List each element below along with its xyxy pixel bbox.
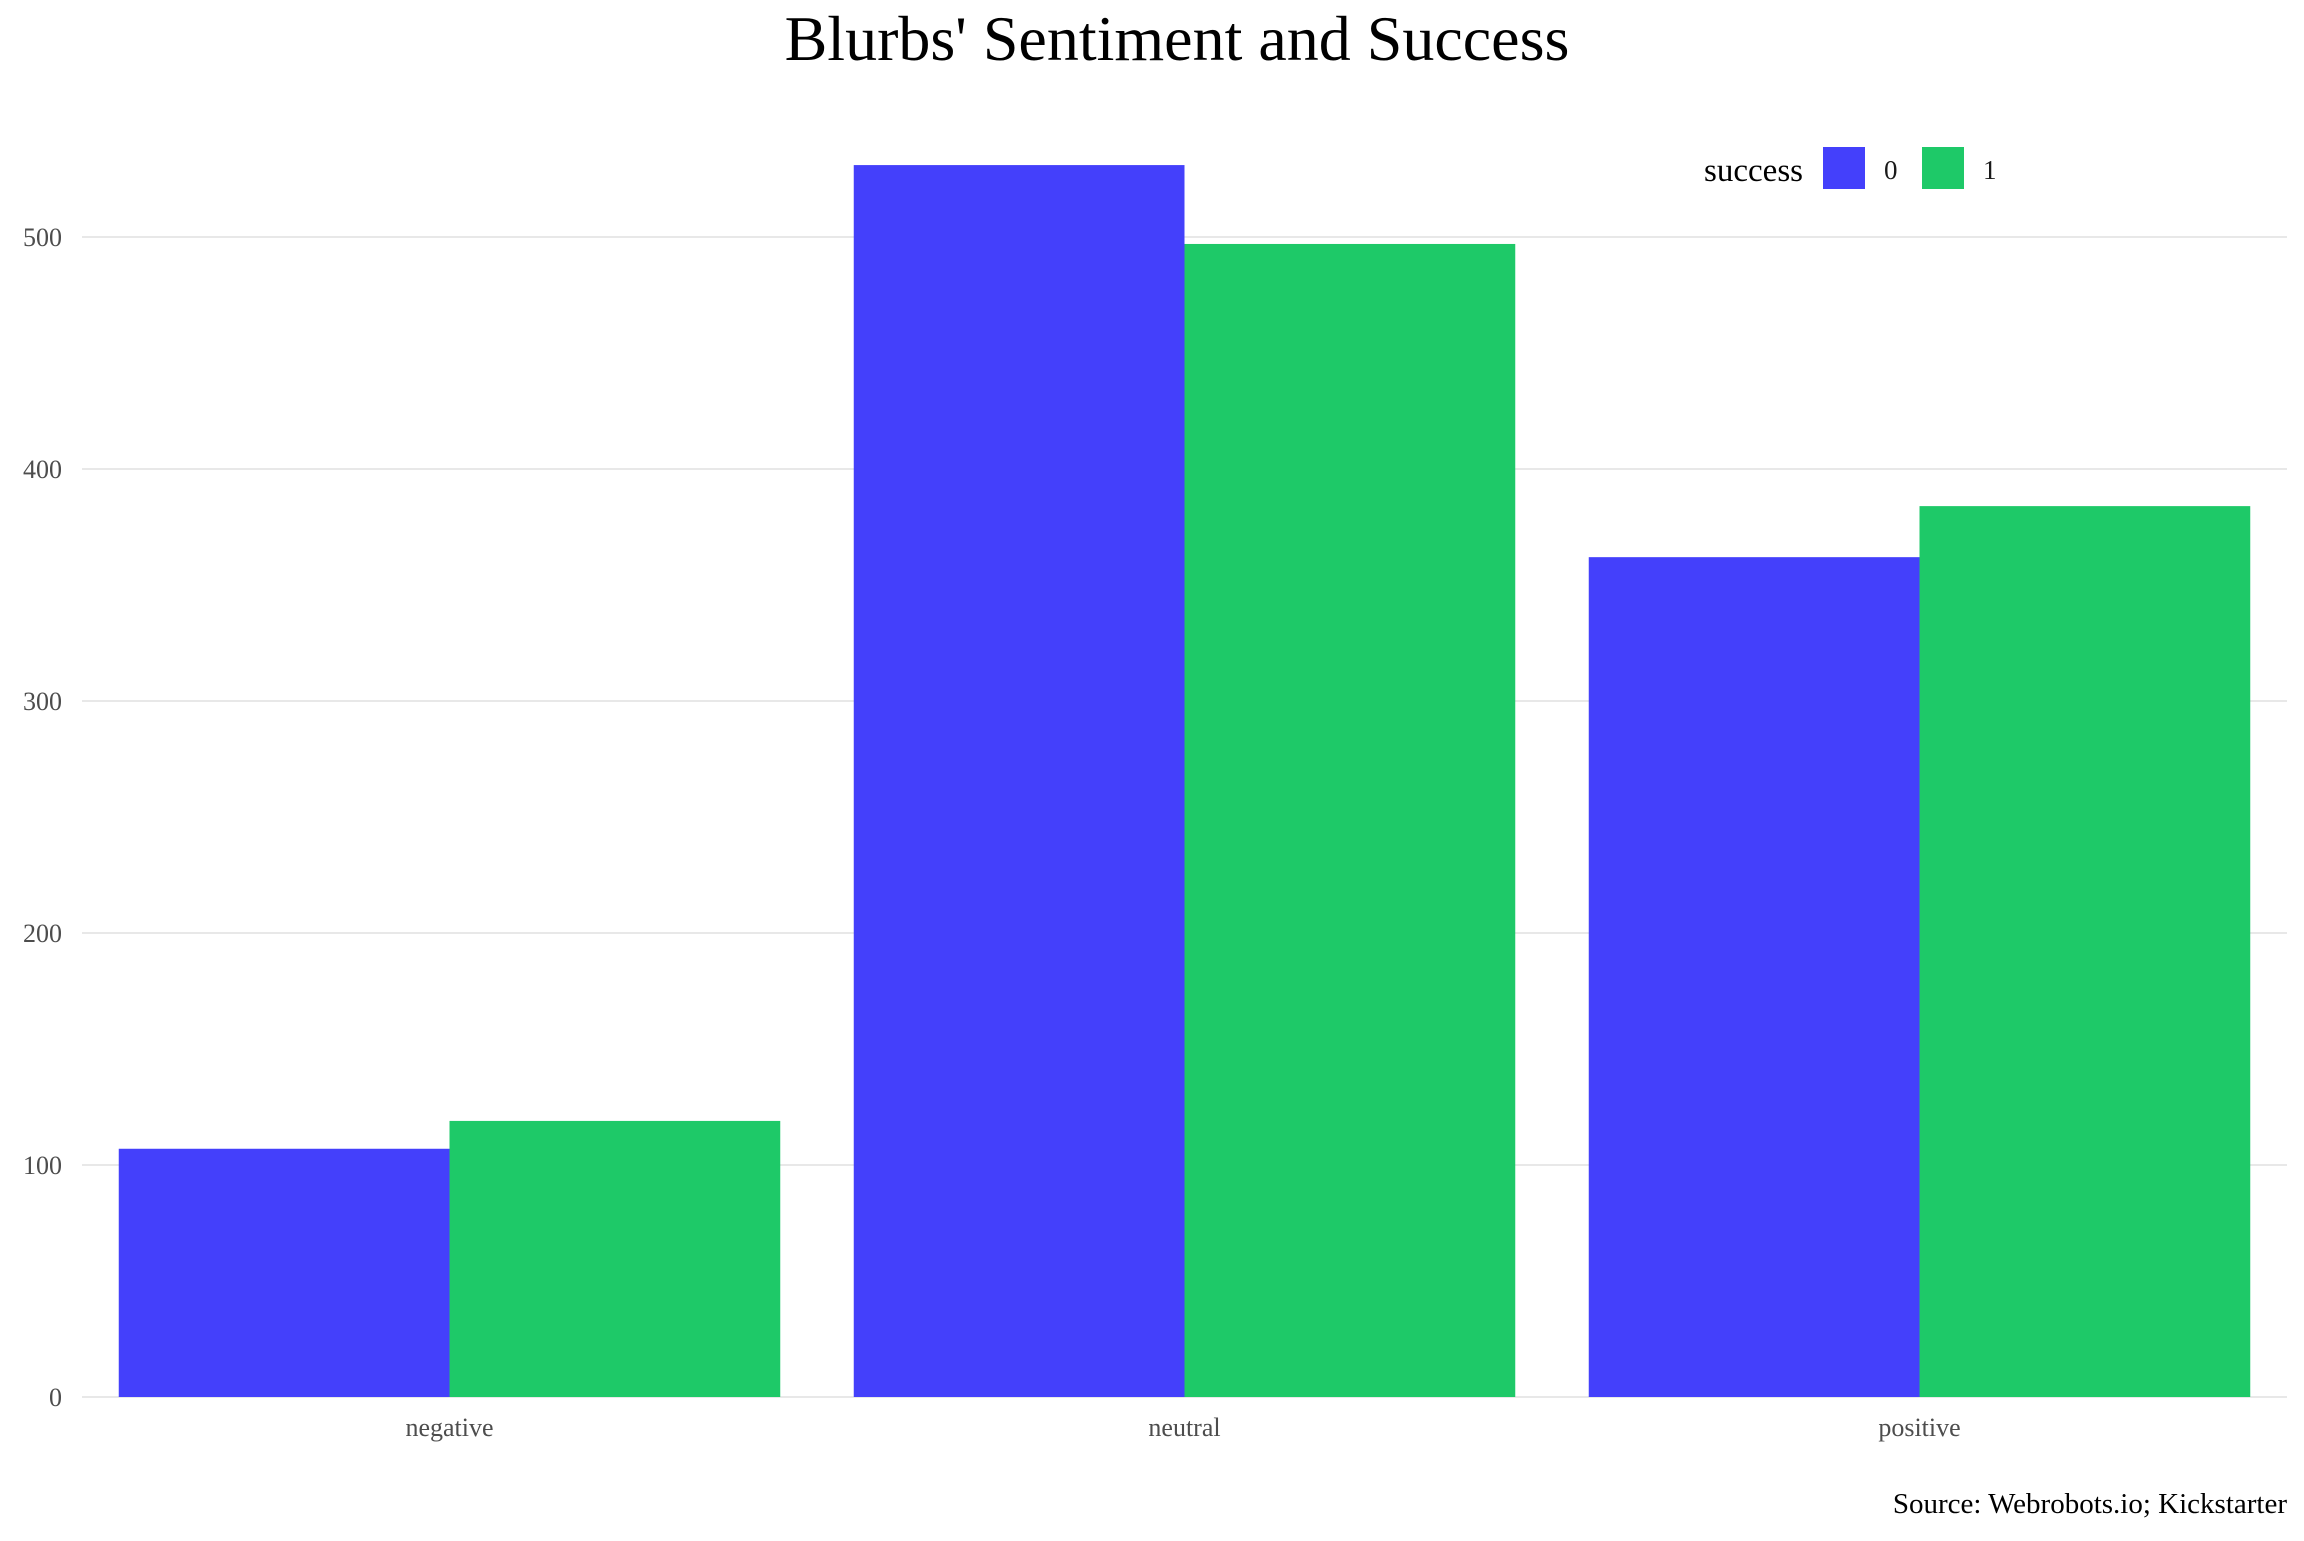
x-tick-label: negative: [405, 1413, 493, 1442]
bar-neutral-success-1: [1184, 243, 1516, 1398]
x-axis-ticks: negative neutral positive: [405, 1413, 1960, 1442]
legend: success 0 1: [1704, 147, 1997, 189]
bars: [118, 165, 2251, 1398]
legend-key-1: [1922, 147, 1964, 189]
y-tick-label: 0: [49, 1383, 62, 1412]
legend-label: 0: [1884, 155, 1898, 185]
bar-neutral-success-0: [853, 165, 1185, 1398]
y-tick-label: 200: [23, 919, 62, 948]
x-tick-label: positive: [1878, 1413, 1960, 1442]
legend-key-0: [1823, 147, 1865, 189]
y-tick-label: 400: [23, 455, 62, 484]
legend-label: 1: [1983, 155, 1997, 185]
chart-caption: Source: Webrobots.io; Kickstarter: [1893, 1488, 2288, 1520]
y-tick-label: 500: [23, 223, 62, 252]
chart-title: Blurbs' Sentiment and Success: [785, 3, 1570, 74]
y-tick-label: 100: [23, 1151, 62, 1180]
bar-positive-success-1: [1919, 506, 2251, 1397]
y-tick-label: 300: [23, 687, 62, 716]
bar-positive-success-0: [1588, 557, 1920, 1397]
y-axis-ticks: 0 100 200 300 400 500: [23, 223, 62, 1412]
bar-negative-success-1: [449, 1120, 781, 1397]
legend-title: success: [1704, 153, 1803, 189]
bar-negative-success-0: [118, 1148, 450, 1397]
x-tick-label: neutral: [1148, 1413, 1220, 1442]
